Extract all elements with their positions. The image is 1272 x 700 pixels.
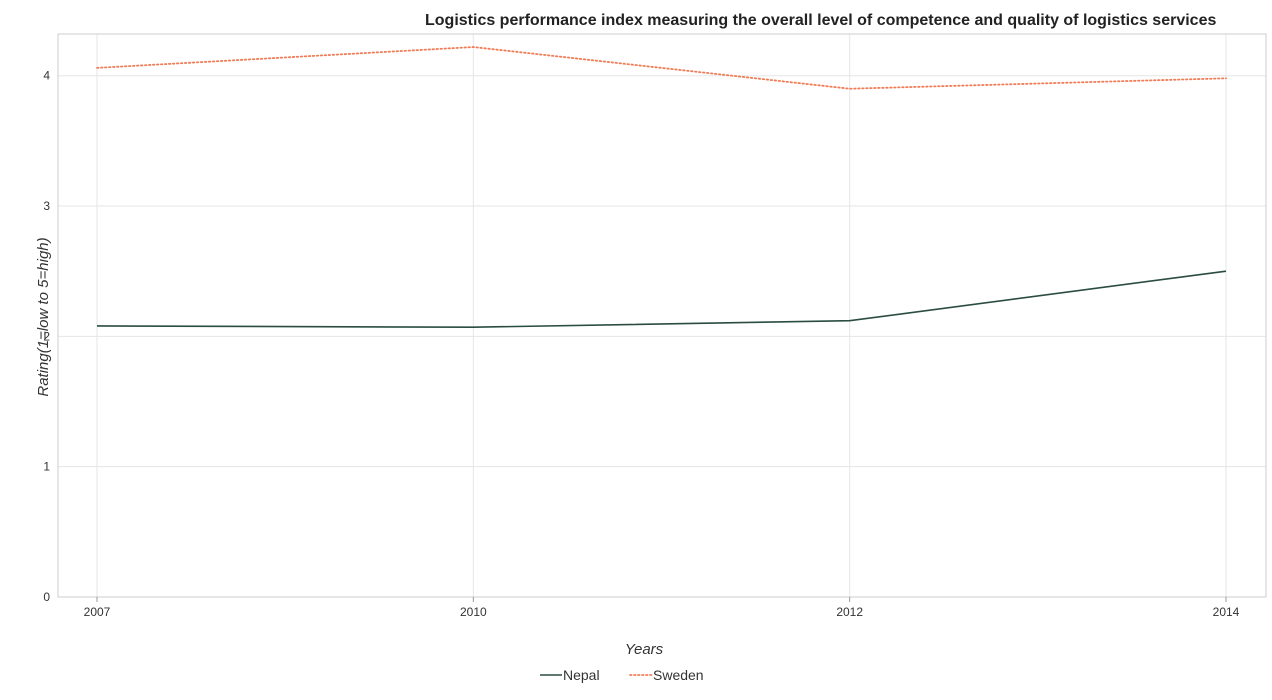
y-tick-label: 4 — [43, 69, 50, 83]
y-axis-label: Rating(1=low to 5=high) — [35, 237, 52, 396]
series-line-nepal — [96, 270, 1227, 329]
series-lines — [96, 46, 1227, 329]
y-tick-label: 1 — [43, 460, 50, 474]
y-tick-label: 2 — [43, 329, 50, 343]
series-line-sweden — [96, 46, 1227, 90]
x-tick-label: 2007 — [84, 605, 111, 619]
y-tick-label: 0 — [43, 590, 50, 604]
x-tick-label: 2010 — [460, 605, 487, 619]
y-axis-ticks: 0 1 2 3 4 — [43, 69, 50, 604]
legend: Nepal Sweden — [540, 667, 704, 683]
x-axis-ticks: 2007 2010 2012 2014 — [84, 597, 1240, 619]
plot-frame — [57, 33, 1267, 598]
x-tick-label: 2012 — [836, 605, 863, 619]
x-axis-label: Years — [625, 641, 664, 658]
grid — [58, 34, 1266, 598]
x-tick-label: 2014 — [1213, 605, 1240, 619]
chart-title: Logistics performance index measuring th… — [425, 12, 1216, 29]
legend-label-nepal: Nepal — [563, 667, 600, 683]
legend-label-sweden: Sweden — [653, 667, 704, 683]
y-tick-label: 3 — [43, 199, 50, 213]
